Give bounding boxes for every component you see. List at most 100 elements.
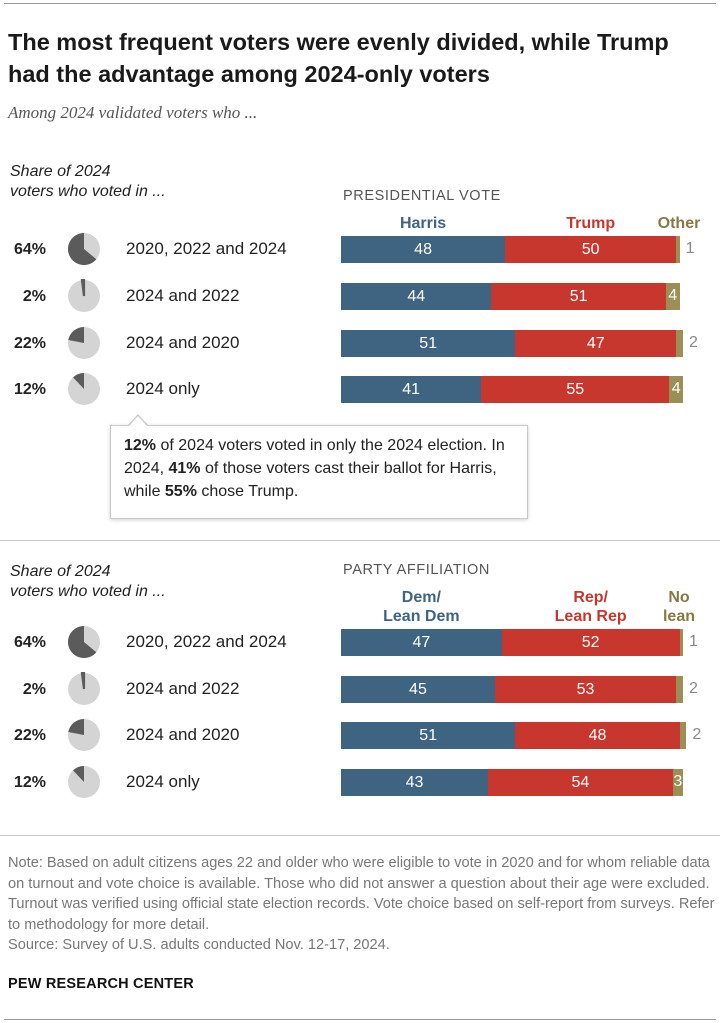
pie-chart xyxy=(67,326,101,360)
bar-value: 45 xyxy=(409,681,427,698)
header-line: Trump xyxy=(566,215,616,232)
other-value: 1 xyxy=(685,240,695,257)
row-label: 2024 and 2020 xyxy=(126,333,240,352)
other-value: 2 xyxy=(692,726,702,743)
header-line: Lean Dem xyxy=(383,608,460,625)
bar-value: 48 xyxy=(588,727,607,744)
chart-title: The most frequent voters were evenly div… xyxy=(8,29,669,87)
bar-segment-no-lean xyxy=(679,722,687,749)
header-no-lean: No lean xyxy=(650,588,708,626)
callout-text-1: of 2024 voters voted in only the 2024 el… xyxy=(124,437,505,477)
bar-segment-no-lean xyxy=(679,629,683,656)
chart-subtitle: Among 2024 validated voters who ... xyxy=(8,103,258,122)
share-pct: 12% xyxy=(13,774,46,791)
header-rep-lean-rep: Rep/Lean Rep xyxy=(531,588,651,626)
share-label-line2: voters who voted in ... xyxy=(10,583,166,600)
pie-wedge xyxy=(73,373,84,389)
bar-value: 50 xyxy=(581,241,600,258)
row-label: 2024 and 2022 xyxy=(126,286,240,305)
row-label: 2020, 2022 and 2024 xyxy=(126,239,287,258)
pie-wedge xyxy=(80,278,86,297)
share-label-bottom: Share of 2024 voters who voted in ... xyxy=(10,562,166,602)
bar-segment-rep-lean-rep xyxy=(515,722,680,749)
callout-bold-3: 55% xyxy=(164,483,197,500)
pie-wedge xyxy=(68,327,84,343)
share-label-line2: voters who voted in ... xyxy=(10,183,166,200)
pie-chart xyxy=(67,278,101,313)
header-trump: Trump xyxy=(531,214,651,233)
row-label: 2024 and 2020 xyxy=(126,725,240,744)
bar-segment-rep-lean-rep xyxy=(488,769,673,796)
bar-segment-trump xyxy=(491,283,666,310)
callout-text-2: of those voters cast their ballot for Ha… xyxy=(124,460,497,500)
org-name: PEW RESEARCH CENTER xyxy=(8,976,194,992)
pie-icon xyxy=(68,373,100,405)
other-value: 2 xyxy=(689,334,698,351)
bar-value: 54 xyxy=(571,774,590,791)
other-value: 4 xyxy=(668,287,678,304)
share-label-line1: Share of 2024 xyxy=(10,163,111,180)
other-value: 1 xyxy=(689,633,698,650)
other-value: 4 xyxy=(671,380,681,397)
header-line: Dem/ xyxy=(401,589,441,606)
share-pct: 64% xyxy=(13,634,46,651)
row-label: 2024 only xyxy=(126,379,200,398)
pie-icon xyxy=(68,278,100,312)
pie-wedge xyxy=(68,233,97,265)
pie-icon xyxy=(68,233,100,265)
header-line: Lean Rep xyxy=(554,608,627,625)
share-pct: 64% xyxy=(13,241,46,258)
pie-chart xyxy=(67,372,101,406)
bar-value: 51 xyxy=(569,288,588,305)
bar-segment-trump xyxy=(505,236,677,263)
bar-segment-rep-lean-rep xyxy=(494,676,677,703)
bar-segment-harris xyxy=(341,376,482,403)
bar-value: 47 xyxy=(412,634,431,651)
bar-segment-harris xyxy=(341,283,492,310)
bar-segment-trump xyxy=(515,330,677,357)
header-line: lean xyxy=(662,608,695,625)
pie-icon xyxy=(68,327,100,359)
share-pct: 2% xyxy=(22,288,46,305)
bar-segment-other xyxy=(676,330,683,357)
header-line: No xyxy=(668,589,690,606)
pie-icon xyxy=(68,766,100,798)
bar-value: 51 xyxy=(419,335,438,352)
share-pct: 12% xyxy=(13,381,46,398)
pie-wedge xyxy=(80,671,86,690)
bar-segment-rep-lean-rep xyxy=(501,629,680,656)
bar-value: 48 xyxy=(414,241,432,258)
pie-icon xyxy=(68,626,100,658)
header-dem-lean-dem: Dem/Lean Dem xyxy=(361,588,481,626)
top-rule xyxy=(4,3,716,4)
bar-segment-dem-lean-dem xyxy=(341,722,516,749)
share-label-line1: Share of 2024 xyxy=(10,563,111,580)
callout-bold-1: 12% xyxy=(124,437,157,454)
callout-box: 12% of 2024 voters voted in only the 202… xyxy=(110,425,528,519)
pie-icon xyxy=(68,719,100,751)
source-text: Source: Survey of U.S. adults conducted … xyxy=(8,937,390,953)
bar-value: 52 xyxy=(581,634,600,651)
bar-value: 53 xyxy=(576,681,595,698)
header-line: Other xyxy=(657,215,701,232)
header-line: Rep/ xyxy=(573,589,608,606)
bar-segment-other xyxy=(665,283,680,310)
bottom-rule xyxy=(4,1019,716,1020)
bar-value: 51 xyxy=(419,727,438,744)
callout-text: 12% of 2024 voters voted in only the 202… xyxy=(111,426,527,503)
pie-icon xyxy=(68,671,100,705)
bar-segment-no-lean xyxy=(672,769,683,796)
bar-segment-harris xyxy=(341,236,506,263)
bar-value: 41 xyxy=(402,381,420,398)
share-pct: 2% xyxy=(22,681,46,698)
bar-value: 55 xyxy=(566,381,585,398)
bar-value: 44 xyxy=(407,288,426,305)
pie-wedge xyxy=(73,766,84,782)
pie-wedge xyxy=(68,719,84,735)
section-divider xyxy=(0,540,720,541)
other-value: 2 xyxy=(689,680,698,697)
bar-segment-trump xyxy=(481,376,670,403)
note: Note: Based on adult citizens ages 22 an… xyxy=(8,853,720,956)
section-label-presidential: PRESIDENTIAL VOTE xyxy=(343,188,501,204)
bar-value: 47 xyxy=(586,335,605,352)
